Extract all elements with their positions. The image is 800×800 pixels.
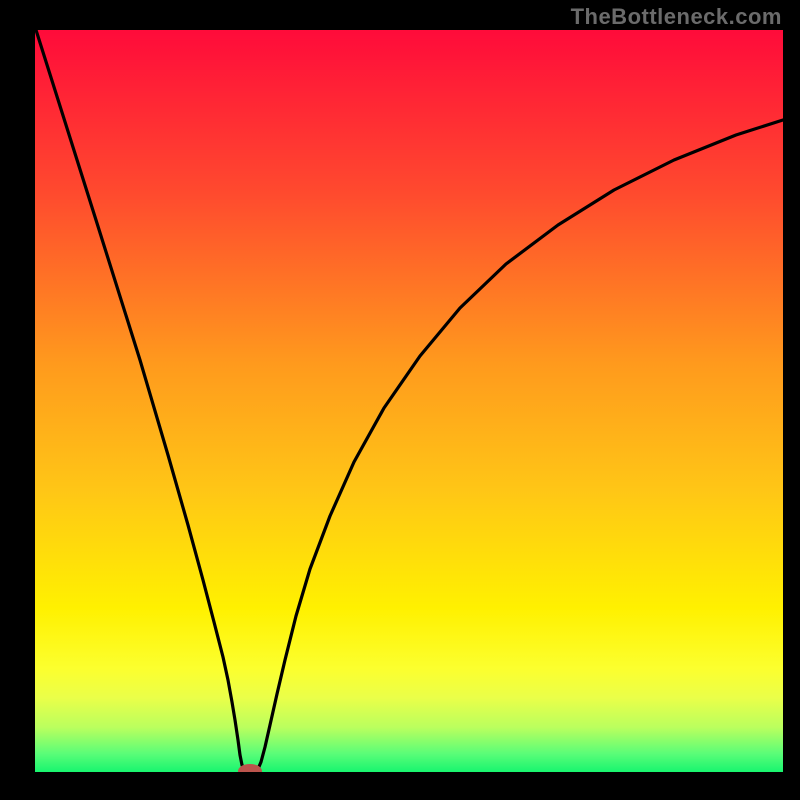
bottleneck-chart <box>0 0 800 800</box>
plot-background <box>35 30 783 772</box>
chart-container: TheBottleneck.com <box>0 0 800 800</box>
